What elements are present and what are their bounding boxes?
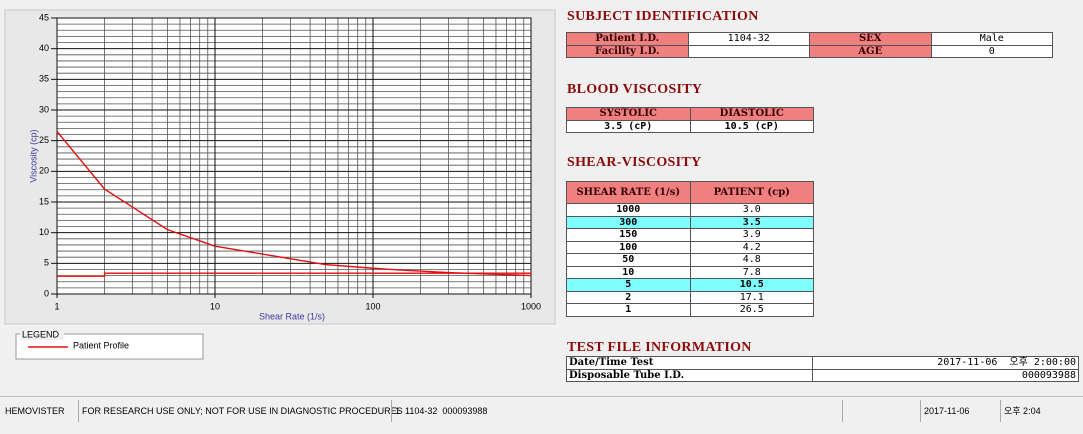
table-row: 300 3.5 <box>566 215 814 229</box>
chart-panel: 0 5 10 15 20 25 30 35 40 45 1 10 100 1000 Shear Rate (… <box>4 9 556 360</box>
status-bar: HEMOVISTER FOR RESEARCH USE ONLY; NOT FOR… <box>0 400 1083 424</box>
x-tick-label: 1 <box>54 301 59 311</box>
table-cell: 3.5 <box>689 215 814 229</box>
table-row: 10 7.8 <box>566 265 814 279</box>
section-title: SHEAR-VISCOSITY <box>567 155 702 170</box>
legend-title: LEGEND <box>22 329 60 339</box>
table-row: Disposable Tube I.D. 000093988 <box>566 368 1080 382</box>
table-cell: 150 <box>566 228 691 242</box>
table-cell: SEX <box>809 32 932 46</box>
table-row: 150 3.9 <box>566 228 814 242</box>
status-cell: 오후 2:04 <box>1000 400 1041 422</box>
status-cell: 2017-11-06 <box>920 400 969 422</box>
table-cell: 2017-11-06 오후 2:00:00 <box>811 356 1080 370</box>
section-title: TEST FILE INFORMATION <box>567 340 752 355</box>
table-cell: 17.1 <box>689 290 814 304</box>
table-cell <box>687 44 810 58</box>
header-cell: SHEAR RATE (1/s) <box>566 181 691 204</box>
x-tick-label: 10 <box>210 301 220 311</box>
table-cell: 2 <box>566 290 691 304</box>
table-row: 3.5 (cP) 10.5 (cP) <box>566 119 814 133</box>
x-tick-label: 100 <box>365 301 380 311</box>
table-cell: Facility I.D. <box>566 44 689 58</box>
table-row: Date/Time Test 2017-11-06 오후 2:00:00 <box>566 356 1080 370</box>
table-cell: 10 <box>566 265 691 279</box>
separator <box>0 396 1083 397</box>
status-cell: HEMOVISTER <box>5 406 65 416</box>
table-cell: 3.0 <box>689 203 814 217</box>
table-cell: 0 <box>930 44 1053 58</box>
table-cell: 4.8 <box>689 253 814 267</box>
table-header-row: SHEAR RATE (1/s) PATIENT (cp) <box>566 181 814 204</box>
subject-table: Patient I.D. 1104-32 SEX Male Facility I.D. A… <box>566 32 1053 58</box>
table-cell: Male <box>930 32 1053 46</box>
table-row: 100 4.2 <box>566 240 814 254</box>
table-cell: 3.5 (cP) <box>566 119 691 133</box>
header-cell: PATIENT (cp) <box>689 181 814 204</box>
plot-area <box>57 18 531 294</box>
table-row: 2 17.1 <box>566 290 814 304</box>
table-cell: 100 <box>566 240 691 254</box>
table-cell: Date/Time Test <box>566 356 813 370</box>
header-cell: DIASTOLIC <box>689 107 814 121</box>
table-cell: Disposable Tube I.D. <box>566 368 813 382</box>
table-cell: 300 <box>566 215 691 229</box>
y-tick-label: 10 <box>39 227 49 237</box>
y-tick-label: 15 <box>39 196 49 206</box>
table-row: Facility I.D. AGE 0 <box>566 44 1053 58</box>
table-row: 1 26.5 <box>566 303 814 317</box>
table-cell: 1 <box>566 303 691 317</box>
y-tick-label: 0 <box>44 288 49 298</box>
table-cell: 5 <box>566 278 691 292</box>
y-tick-label: 20 <box>39 166 49 176</box>
test-file-table: Date/Time Test 2017-11-06 오후 2:00:00 Dispo… <box>566 356 1080 382</box>
y-tick-label: 25 <box>39 135 49 145</box>
blood-table: SYSTOLIC DIASTOLIC 3.5 (cP) 10.5 (cP) <box>566 107 814 133</box>
table-cell: 10.5 <box>689 278 814 292</box>
table-cell: 1104-32 <box>687 32 810 46</box>
table-row: 5 10.5 <box>566 278 814 292</box>
table-cell: 50 <box>566 253 691 267</box>
table-cell: 3.9 <box>689 228 814 242</box>
status-cell: FOR RESEARCH USE ONLY; NOT FOR USE IN DI… <box>78 400 403 422</box>
legend-label: Patient Profile <box>73 340 129 350</box>
table-cell: 1000 <box>566 203 691 217</box>
data-line <box>56 131 532 277</box>
y-tick-label: 45 <box>39 12 49 22</box>
plot-border <box>56 17 532 295</box>
y-axis-label: Viscosity (cp) <box>28 129 38 182</box>
y-tick-label: 30 <box>39 104 49 114</box>
table-cell: 4.2 <box>689 240 814 254</box>
shear-table: SHEAR RATE (1/s) PATIENT (cp) 1000 3.0 300 3.… <box>566 181 814 317</box>
table-cell: Patient I.D. <box>566 32 689 46</box>
table-row: Patient I.D. 1104-32 SEX Male <box>566 32 1053 46</box>
section-title: BLOOD VISCOSITY <box>567 82 703 97</box>
status-cell-empty <box>842 400 916 422</box>
y-tick-label: 5 <box>44 258 49 268</box>
table-header-row: SYSTOLIC DIASTOLIC <box>566 107 814 121</box>
y-tick-label: 35 <box>39 74 49 84</box>
x-tick-label: 1000 <box>521 301 541 311</box>
table-row: 1000 3.0 <box>566 203 814 217</box>
status-cell: 1 1104-32 000093988 <box>391 400 487 422</box>
table-cell: 000093988 <box>811 368 1080 382</box>
legend-title-bg <box>20 330 64 340</box>
table-cell: 26.5 <box>689 303 814 317</box>
table-cell: AGE <box>809 44 932 58</box>
y-tick-label: 40 <box>39 43 49 53</box>
header-cell: SYSTOLIC <box>566 107 691 121</box>
x-axis-label: Shear Rate (1/s) <box>259 311 325 321</box>
section-title: SUBJECT IDENTIFICATION <box>567 9 759 24</box>
table-row: 50 4.8 <box>566 253 814 267</box>
table-cell: 10.5 (cP) <box>689 119 814 133</box>
table-cell: 7.8 <box>689 265 814 279</box>
data-line <box>57 272 531 277</box>
